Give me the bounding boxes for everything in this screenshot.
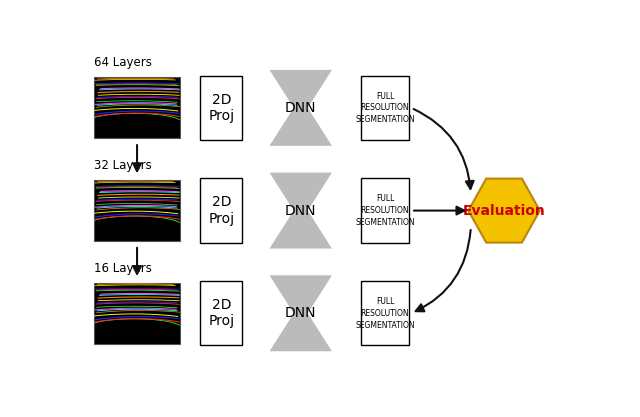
Bar xyxy=(200,76,243,140)
Text: FULL
RESOLUTION
SEGMENTATION: FULL RESOLUTION SEGMENTATION xyxy=(355,92,415,124)
Text: 2D
Proj: 2D Proj xyxy=(208,196,234,226)
Text: DNN: DNN xyxy=(285,203,316,218)
Polygon shape xyxy=(468,178,540,243)
Polygon shape xyxy=(269,172,333,249)
Bar xyxy=(93,283,180,344)
Polygon shape xyxy=(269,69,333,146)
Text: 2D
Proj: 2D Proj xyxy=(208,298,234,329)
Bar xyxy=(200,281,243,345)
Text: 64 Layers: 64 Layers xyxy=(93,56,152,69)
Bar xyxy=(362,178,408,243)
Bar xyxy=(362,76,408,140)
Bar xyxy=(362,281,408,345)
Bar xyxy=(200,178,243,243)
Bar xyxy=(93,180,180,241)
Bar xyxy=(93,77,180,138)
Text: DNN: DNN xyxy=(285,101,316,115)
Text: 32 Layers: 32 Layers xyxy=(93,159,152,172)
Text: Evaluation: Evaluation xyxy=(463,203,545,218)
Text: DNN: DNN xyxy=(285,306,316,320)
Text: 16 Layers: 16 Layers xyxy=(93,262,152,275)
Text: FULL
RESOLUTION
SEGMENTATION: FULL RESOLUTION SEGMENTATION xyxy=(355,297,415,329)
Text: FULL
RESOLUTION
SEGMENTATION: FULL RESOLUTION SEGMENTATION xyxy=(355,194,415,227)
Polygon shape xyxy=(269,275,333,352)
Text: 2D
Proj: 2D Proj xyxy=(208,93,234,123)
